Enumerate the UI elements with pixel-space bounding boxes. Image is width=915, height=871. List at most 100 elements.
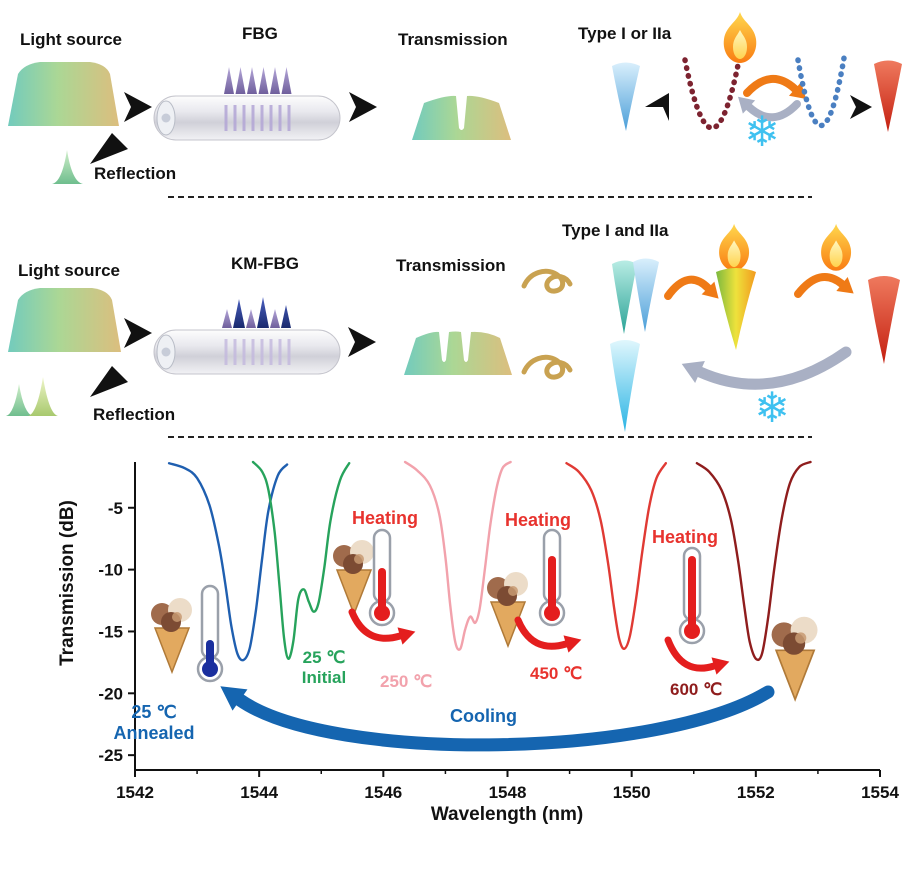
flame-icon xyxy=(821,223,852,271)
heating-arrow-icon xyxy=(514,616,570,650)
red-cone-icon xyxy=(874,60,902,132)
x-tick-label: 1550 xyxy=(613,783,651,802)
grating-lines xyxy=(224,339,291,365)
fiber-with-grating xyxy=(153,95,341,141)
grating-spikes-navy-icon xyxy=(233,297,291,328)
red-cone-icon xyxy=(868,276,900,364)
blue-cone-icon xyxy=(612,62,640,131)
arrow-down-left-icon xyxy=(90,366,128,397)
y-tick-label: -20 xyxy=(98,684,123,703)
x-tick-label: 1554 xyxy=(861,783,899,802)
heating-arrowhead xyxy=(711,657,730,675)
fbg-label: FBG xyxy=(242,24,278,43)
arrow-right-icon xyxy=(124,318,152,348)
spectrum-curve-3 xyxy=(565,462,667,650)
grating-spikes-icon xyxy=(224,67,292,94)
transmission-label: Transmission xyxy=(396,256,506,275)
arrow-right-icon xyxy=(850,95,872,119)
x-tick-label: 1544 xyxy=(240,783,278,802)
spectrum-curve-4 xyxy=(695,460,812,662)
arrow-right-icon xyxy=(348,327,376,357)
heating-arrowhead xyxy=(397,627,416,645)
transmission-double-notch-shape xyxy=(404,331,512,375)
arrow-right-icon xyxy=(124,92,152,122)
light-source-spectrum-shape xyxy=(8,62,119,126)
transmission-label: Transmission xyxy=(398,30,508,49)
flame-icon xyxy=(719,223,750,271)
arrow-left-icon xyxy=(645,93,669,121)
orange-cycle-arrow-icon xyxy=(664,275,712,300)
teal-cone-icon xyxy=(612,260,637,334)
thermometer-icon-annealed xyxy=(196,584,224,683)
chart-annotation-icons xyxy=(151,528,818,752)
heating-label-1: Heating xyxy=(352,508,419,528)
flame-icon xyxy=(723,12,757,63)
arrow-down-left-icon xyxy=(90,133,128,164)
spectrum-curve-1 xyxy=(251,460,351,660)
gray-cycle-arrow-icon xyxy=(745,100,801,122)
snowflake-icon: ❄ xyxy=(754,383,789,432)
temp-annealed-label: 25 ℃ Annealed xyxy=(113,702,195,743)
ice-cream-icon xyxy=(771,616,818,702)
heating-arrow-icon xyxy=(664,636,718,672)
kmfbg-panel-diagram xyxy=(6,268,573,416)
light-source-label: Light source xyxy=(20,30,123,49)
cooling-label: Cooling xyxy=(450,706,517,726)
cooling-arrow-icon xyxy=(233,685,775,752)
temp-initial-label: 25 ℃ Initial xyxy=(301,648,347,687)
x-tick-label: 1548 xyxy=(489,783,527,802)
thermometer-icon-450 xyxy=(538,528,566,627)
snowflake-icon: ❄ xyxy=(744,107,779,156)
spectra-chart: -5 -10 -15 -20 -25 1542 1544 1546 1548 1550 1552 15… xyxy=(98,460,899,802)
gray-arrowhead xyxy=(738,96,756,114)
thermometer-icon-600 xyxy=(678,546,706,645)
multicolor-cone-icon xyxy=(716,268,756,350)
orange-arrowhead xyxy=(836,277,854,294)
fiber-with-mixed-grating xyxy=(153,329,341,375)
x-tick-label: 1546 xyxy=(364,783,402,802)
thermometer-icon-250 xyxy=(368,528,396,627)
y-tick-label: -5 xyxy=(108,499,123,518)
x-tick-label: 1542 xyxy=(116,783,154,802)
blue-cone-icon xyxy=(633,258,659,332)
cooling-arrowhead xyxy=(220,686,248,711)
reflection-peak-shape xyxy=(52,150,83,184)
orange-arrowhead xyxy=(701,281,719,299)
light-source-spectrum-shape xyxy=(8,288,121,352)
ice-cream-icon xyxy=(487,572,528,649)
y-axis-title: Transmission (dB) xyxy=(57,500,78,666)
temp-600-label: 600 ℃ xyxy=(670,680,723,699)
reflection-label: Reflection xyxy=(94,164,177,183)
reflection-peak-shape xyxy=(28,377,58,416)
orange-cycle-arrow-icon xyxy=(743,75,799,97)
type2-label: Type I and IIa xyxy=(562,221,669,240)
grating-lines xyxy=(224,105,291,131)
cyan-cone-icon xyxy=(610,340,640,432)
x-tick-label: 1552 xyxy=(737,783,775,802)
y-tick-label: -15 xyxy=(98,622,123,641)
ice-cream-icon xyxy=(333,540,374,617)
x-axis-title: Wavelength (nm) xyxy=(430,804,584,825)
heating-arrow-icon xyxy=(348,608,404,642)
spectrum-curve-0 xyxy=(167,462,289,662)
arrow-right-icon xyxy=(349,92,377,122)
kmfbg-label: KM-FBG xyxy=(231,254,299,273)
orange-cycle-arrow-icon xyxy=(794,272,846,298)
knot-icon xyxy=(521,354,573,380)
ice-cream-icon xyxy=(151,598,192,675)
heating-label-2: Heating xyxy=(505,510,572,530)
y-tick-label: -10 xyxy=(98,561,123,580)
heating-arrowhead xyxy=(563,635,582,653)
beaded-spectrum-darkred-icon xyxy=(682,57,742,131)
type2-cycle-diagram: ❄ xyxy=(610,223,900,432)
knot-icon xyxy=(521,268,573,294)
gray-arrowhead xyxy=(681,361,705,383)
type1-label: Type I or IIa xyxy=(578,24,672,43)
light-source-label: Light source xyxy=(18,261,121,280)
fbg-panel-diagram xyxy=(8,62,511,184)
beaded-spectrum-blue-icon xyxy=(795,55,847,129)
type1-cycle-diagram: ❄ xyxy=(612,12,902,156)
grating-spikes-purple-icon xyxy=(222,309,280,328)
